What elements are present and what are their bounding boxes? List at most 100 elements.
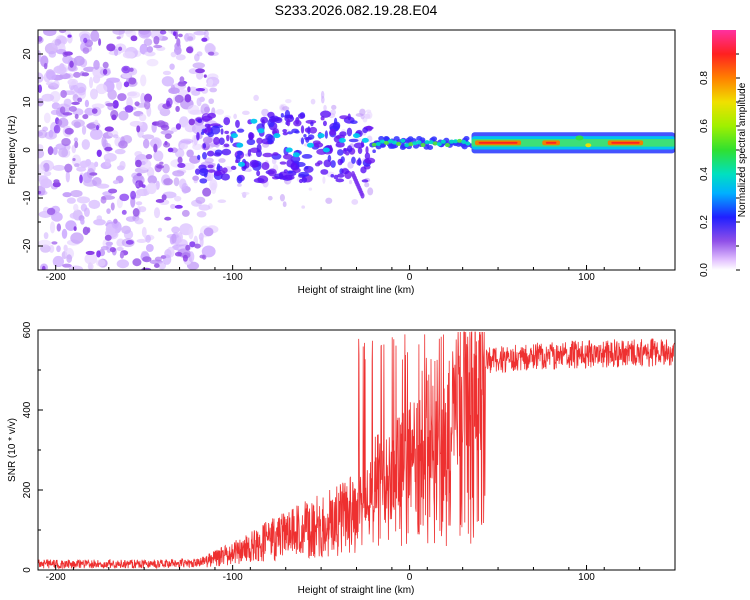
figure-title: S233.2026.082.19.28.E04 [275, 2, 438, 18]
spectrogram-signal-blob [339, 115, 349, 120]
spectrogram-noise-blob [163, 178, 173, 186]
spectrogram-signal-blob [361, 179, 369, 183]
spectrogram-band-blob [400, 138, 406, 143]
spectrogram-scatter-blob [322, 176, 326, 184]
spectrogram-scatter-blob [323, 104, 327, 111]
spectrogram-band-blob [383, 140, 389, 145]
spectrogram-noise-blob [41, 265, 46, 270]
spectrogram-noise-blob [174, 94, 184, 103]
spectrogram-noise-blob [43, 232, 49, 240]
spectrogram-noise-blob [59, 63, 65, 71]
spectrogram-noise-blob [93, 59, 100, 70]
spectrogram-band-blob [444, 143, 450, 148]
spectrogram-noise-blob [116, 165, 125, 171]
spectrogram-noise-blob [60, 89, 67, 98]
spectrogram-noise-blob [185, 244, 191, 251]
spectrogram-noise-blob [140, 74, 147, 87]
spectrogram-noise-blob [123, 81, 130, 88]
spectrogram-signal-blob [256, 137, 263, 145]
spectrogram-noise-blob [155, 199, 165, 203]
spectrogram-noise-blob [123, 229, 134, 240]
spectrogram-signal-blob [335, 178, 345, 183]
spectrogram-noise-blob [136, 125, 141, 133]
spectrogram-band-blob [465, 141, 471, 146]
spectrogram-noise-blob [147, 175, 158, 185]
spectrogram-noise-blob [106, 43, 116, 52]
spectrogram-noise-blob [184, 33, 190, 43]
spectrogram-noise-blob [111, 114, 117, 121]
spectrogram-noise-blob [61, 228, 68, 239]
spectrogram-noise-blob [144, 93, 153, 103]
spectrogram-signal-blob [301, 176, 308, 183]
spectrogram-noise-blob [138, 30, 150, 35]
spectrogram-noise-blob [180, 138, 194, 144]
spectrogram-signal-blob [365, 146, 369, 154]
spectrogram-signal-blob [335, 141, 345, 148]
spectrogram-noise-blob [48, 244, 55, 253]
spectrogram-noise-blob [113, 218, 118, 224]
spectrogram-signal-blob [339, 131, 347, 137]
spectrogram-noise-blob [86, 123, 97, 129]
spectrogram-noise-blob [77, 97, 83, 103]
spectrogram-noise-blob [56, 245, 61, 253]
spectrogram-band-blob [420, 143, 426, 148]
spectrogram-scatter-blob [310, 98, 316, 105]
spectrogram-noise-blob [172, 170, 185, 177]
spectrogram-noise-blob [132, 258, 142, 267]
spectrogram-noise-blob [62, 112, 73, 116]
spectrogram-xtick-label: 0 [407, 272, 413, 283]
spectrogram-noise-blob [98, 38, 102, 46]
spectrogram-scatter-blob [237, 183, 242, 187]
spectrogram-noise-blob [109, 247, 116, 253]
spectrogram-noise-blob [146, 167, 155, 178]
spectrogram-noise-blob [80, 218, 85, 225]
spectrogram-signal-blob [201, 115, 213, 121]
spectrogram-signal-blob [341, 168, 350, 175]
colorbar-gradient [712, 30, 736, 270]
spectrogram-signal-blob [280, 113, 284, 118]
spectrogram-signal-blob [282, 131, 288, 136]
spectrogram-noise-blob [73, 226, 77, 232]
snr-ylabel: SNR (10 * v/v) [7, 418, 18, 482]
spectrogram-signal-blob [298, 171, 310, 178]
spectrogram-scatter-blob [282, 106, 290, 111]
spectrogram-noise-blob [203, 74, 207, 78]
spectrogram-signal-blob [372, 149, 376, 154]
spectrogram-heatmap [38, 30, 675, 270]
spectrogram-noise-blob [83, 37, 88, 44]
spectrogram-noise-blob [62, 192, 72, 198]
spectrogram-signal-blob [237, 128, 245, 133]
spectrogram-signal-blob [202, 152, 207, 160]
spectrogram-scatter-blob [325, 197, 333, 204]
spectrogram-signal-blob [330, 160, 336, 168]
spectrogram-noise-blob [170, 203, 176, 210]
spectrogram-noise-blob [134, 151, 143, 158]
spectrogram-band-blob [387, 139, 393, 144]
spectrogram-noise-blob [74, 141, 79, 149]
spectrogram-noise-blob [114, 48, 119, 57]
spectrogram-noise-blob [52, 255, 65, 268]
spectrogram-signal-blob [203, 129, 207, 133]
spectrogram-noise-blob [38, 149, 45, 159]
spectrogram-noise-blob [177, 33, 183, 38]
spectrogram-noise-blob [43, 112, 51, 124]
spectrogram-signal-blob [346, 127, 353, 137]
spectrogram-scatter-blob [215, 108, 225, 115]
spectrogram-noise-blob [38, 84, 43, 94]
spectrogram-noise-blob [104, 126, 114, 132]
spectrogram-signal-blob [230, 165, 237, 170]
spectrogram-noise-blob [145, 234, 151, 243]
spectrogram-signal-blob [270, 115, 280, 122]
spectrogram-signal-blob [360, 166, 367, 174]
spectrogram-noise-blob [72, 157, 76, 162]
spectrogram-noise-blob [58, 147, 69, 158]
spectrogram-signal-blob [295, 161, 306, 168]
spectrogram-scatter-blob [367, 187, 374, 196]
spectrogram-noise-blob [73, 55, 85, 66]
spectrogram-noise-blob [174, 251, 183, 257]
spectrogram-noise-blob [52, 147, 58, 156]
spectrogram-signal-blob [357, 157, 362, 166]
spectrogram-signal-blob [202, 143, 207, 149]
snr-xtick-label: 0 [407, 572, 413, 583]
